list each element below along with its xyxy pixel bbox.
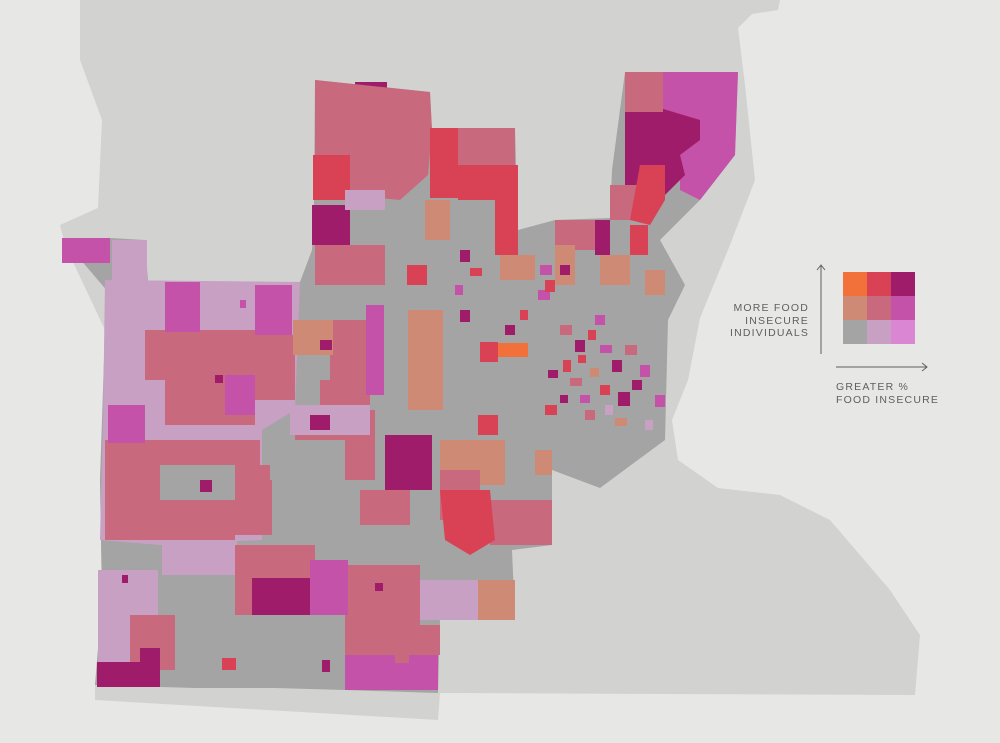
tract bbox=[480, 342, 498, 362]
metro-tracts bbox=[122, 250, 665, 672]
bivariate-legend: MORE FOOD INSECURE INDIVIDUALS GREATER %… bbox=[730, 262, 990, 412]
tract bbox=[600, 255, 630, 285]
legend-swatch bbox=[843, 296, 867, 320]
tract bbox=[630, 225, 648, 255]
legend-swatch bbox=[867, 296, 891, 320]
tract bbox=[480, 440, 505, 485]
tract bbox=[595, 220, 610, 255]
tract bbox=[430, 128, 458, 198]
tract bbox=[407, 265, 427, 285]
tract bbox=[62, 238, 110, 263]
tract bbox=[495, 200, 518, 255]
legend-x-label-line: FOOD INSECURE bbox=[836, 393, 940, 406]
tract bbox=[630, 165, 665, 225]
tract bbox=[160, 500, 235, 540]
tract bbox=[535, 450, 552, 475]
tract bbox=[108, 405, 145, 443]
tract bbox=[270, 440, 345, 480]
legend-swatch bbox=[891, 320, 915, 344]
tract bbox=[345, 565, 420, 625]
tract bbox=[312, 205, 350, 245]
tract bbox=[478, 580, 515, 620]
tract bbox=[420, 580, 478, 620]
tract bbox=[160, 575, 235, 615]
tract bbox=[255, 335, 295, 400]
tract bbox=[645, 270, 665, 295]
legend-x-arrow-icon bbox=[836, 362, 928, 372]
tract bbox=[313, 155, 350, 200]
tract bbox=[478, 415, 498, 435]
tract bbox=[252, 578, 310, 615]
tract bbox=[330, 320, 370, 390]
tract bbox=[490, 500, 552, 545]
legend-y-arrow-icon bbox=[816, 264, 826, 354]
legend-y-label-line: INSECURE bbox=[745, 314, 809, 327]
tract bbox=[500, 255, 535, 280]
tract bbox=[345, 625, 440, 655]
tract bbox=[165, 440, 260, 465]
tract bbox=[310, 560, 348, 615]
tract bbox=[225, 375, 255, 415]
tract bbox=[408, 310, 443, 410]
legend-y-axis-label: MORE FOOD INSECURE INDIVIDUALS bbox=[730, 302, 809, 340]
tract bbox=[385, 435, 432, 490]
legend-x-axis-label: GREATER % FOOD INSECURE bbox=[836, 381, 966, 406]
tract bbox=[366, 305, 384, 395]
tract bbox=[360, 490, 410, 530]
tract bbox=[340, 525, 440, 565]
tract bbox=[145, 330, 260, 380]
tract bbox=[498, 343, 528, 357]
legend-swatch bbox=[867, 272, 891, 296]
legend-x-label-line: GREATER % bbox=[836, 381, 910, 393]
study-area-tracts bbox=[62, 72, 738, 693]
tract bbox=[160, 465, 235, 500]
tract bbox=[440, 440, 480, 470]
tract bbox=[165, 282, 200, 332]
tract bbox=[625, 72, 663, 112]
tract bbox=[195, 615, 345, 688]
tract bbox=[112, 240, 147, 285]
tract bbox=[345, 655, 438, 690]
legend-swatch bbox=[891, 272, 915, 296]
tract bbox=[140, 648, 160, 668]
legend-y-label-line: MORE FOOD bbox=[733, 302, 809, 314]
tract bbox=[345, 190, 385, 210]
tract bbox=[105, 440, 165, 540]
legend-swatch bbox=[843, 320, 867, 344]
tract bbox=[162, 540, 237, 575]
legend-color-grid bbox=[843, 272, 915, 344]
legend-y-label-line: INDIVIDUALS bbox=[730, 327, 810, 339]
legend-swatch bbox=[843, 272, 867, 296]
tract bbox=[235, 465, 272, 535]
legend-swatch bbox=[867, 320, 891, 344]
tract bbox=[440, 490, 495, 555]
tract bbox=[255, 285, 292, 335]
tract bbox=[455, 128, 515, 168]
tract bbox=[458, 165, 518, 200]
legend-swatch bbox=[891, 296, 915, 320]
tract bbox=[315, 245, 385, 285]
tract bbox=[425, 200, 450, 240]
